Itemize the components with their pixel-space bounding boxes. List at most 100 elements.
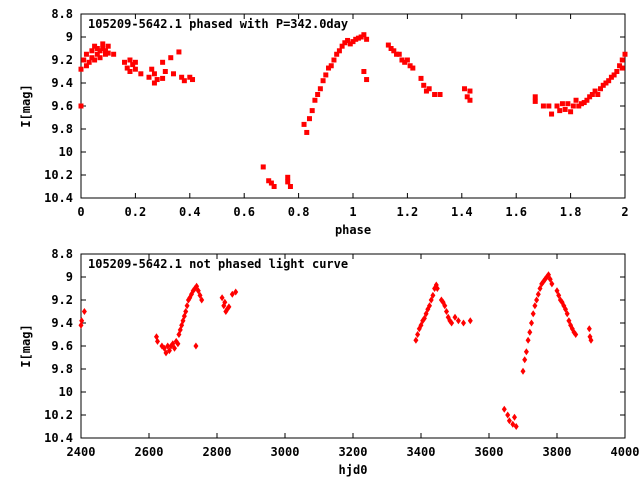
phased-y-tick-label: 10.4 [44, 191, 73, 205]
phased-data-point [78, 103, 84, 109]
phased-data-point [364, 36, 370, 42]
phased-data-point [328, 63, 334, 69]
phased-data-point [598, 86, 604, 92]
unphased-data-point [534, 296, 540, 304]
unphased-data-point [413, 336, 419, 344]
unphased-data-point [455, 317, 461, 325]
phased-data-point [619, 65, 625, 71]
phased-y-tick-label: 9.4 [51, 76, 73, 90]
phased-data-point [287, 184, 293, 189]
phased-data-point [364, 77, 370, 83]
phased-data-point [606, 78, 612, 84]
phased-data-point [546, 103, 552, 109]
phased-y-tick-label: 9.8 [51, 122, 73, 136]
phased-data-point [423, 88, 429, 94]
phased-data-point [622, 51, 628, 57]
phased-data-point [388, 46, 394, 51]
phased-data-point [347, 41, 353, 47]
unphased-data-point [549, 280, 555, 288]
unphased-data-point [452, 313, 458, 321]
phased-data-point [154, 77, 160, 83]
phased-data-point [573, 97, 579, 103]
phased-data-point [345, 37, 351, 43]
phased-data-point [399, 57, 405, 63]
phased-data-point [336, 48, 342, 54]
phased-x-tick-label: 1 [349, 205, 356, 219]
unphased-x-tick-label: 3000 [271, 445, 300, 459]
unphased-y-tick-label: 8.8 [51, 247, 73, 261]
phased-data-point [92, 43, 98, 49]
phased-data-point [568, 109, 574, 115]
phased-data-point [358, 34, 364, 40]
phased-data-point [130, 62, 136, 68]
phased-data-point [132, 66, 138, 72]
phased-data-point [162, 69, 168, 74]
unphased-chart-title: 105209-5642.1 not phased light curve [88, 257, 348, 271]
phased-data-point [353, 36, 359, 42]
phased-data-point [190, 77, 196, 83]
phased-y-tick-label: 9.2 [51, 53, 73, 67]
unphased-y-tick-label: 9.4 [51, 316, 73, 330]
unphased-data-point [229, 290, 235, 298]
phased-data-point [306, 116, 312, 122]
phased-data-point [361, 32, 367, 38]
phased-data-point [592, 88, 598, 94]
phased-data-point [122, 59, 128, 65]
phased-data-point [285, 174, 291, 180]
unphased-x-tick-label: 4000 [611, 445, 640, 459]
phased-axis-ticks: 0 0.2 0.4 0.6 0.8 1 1.2 1.4 1.6 1.8 2 8.8 9 9.2 9.4 9.6… [44, 7, 629, 219]
phased-data-point [105, 43, 111, 49]
phased-data-point [394, 51, 400, 57]
phased-x-tick-label: 1.8 [560, 205, 582, 219]
unphased-data-point [501, 405, 507, 413]
unphased-data-point [219, 294, 225, 302]
unphased-data-point [183, 308, 189, 315]
unphased-y-tick-label: 10.2 [44, 408, 73, 422]
phased-x-tick-label: 0 [77, 205, 84, 219]
unphased-y-tick-label: 9.2 [51, 293, 73, 307]
phased-x-tick-label: 1.6 [505, 205, 527, 219]
phased-data-point [102, 48, 108, 54]
phased-data-point [97, 55, 103, 61]
phased-data-point [83, 51, 89, 57]
phased-data-point [266, 178, 272, 184]
unphased-data-point [461, 319, 466, 327]
phased-data-point [467, 97, 473, 103]
unphased-data-point [233, 288, 239, 296]
unphased-light-curve-panel: 105209-5642.1 not phased light curve hjd… [19, 247, 639, 477]
phased-data-point [565, 101, 571, 107]
phased-data-point [617, 63, 623, 69]
unphased-data-point [467, 317, 473, 325]
phased-data-point [589, 92, 595, 97]
phased-data-point [578, 101, 584, 107]
phased-data-point [334, 51, 340, 57]
phased-data-point [464, 94, 470, 100]
phased-data-point [285, 179, 291, 185]
phased-data-point [127, 57, 133, 63]
phased-y-tick-label: 10 [59, 145, 73, 159]
unphased-data-points [78, 271, 594, 430]
phased-data-point [100, 46, 106, 51]
phased-data-point [94, 46, 100, 51]
unphased-x-tick-label: 3400 [407, 445, 436, 459]
unphased-data-point [529, 319, 534, 327]
phased-data-point [554, 103, 560, 109]
phased-data-point [151, 80, 157, 86]
phased-x-tick-label: 0.6 [233, 205, 255, 219]
phased-data-point [426, 86, 432, 92]
phased-data-point [181, 78, 187, 84]
phased-data-point [323, 72, 329, 78]
unphased-x-tick-label: 2400 [67, 445, 96, 459]
phased-data-point [331, 57, 337, 63]
phased-data-point [584, 97, 590, 103]
phased-data-point [160, 59, 166, 65]
phased-data-point [271, 184, 277, 189]
phased-data-point [268, 180, 274, 186]
unphased-data-point [512, 413, 517, 421]
phased-data-point [138, 71, 144, 77]
phased-data-point [179, 74, 185, 80]
unphased-data-point [506, 417, 512, 425]
phased-data-point [432, 92, 438, 97]
unphased-x-tick-label: 2800 [203, 445, 232, 459]
